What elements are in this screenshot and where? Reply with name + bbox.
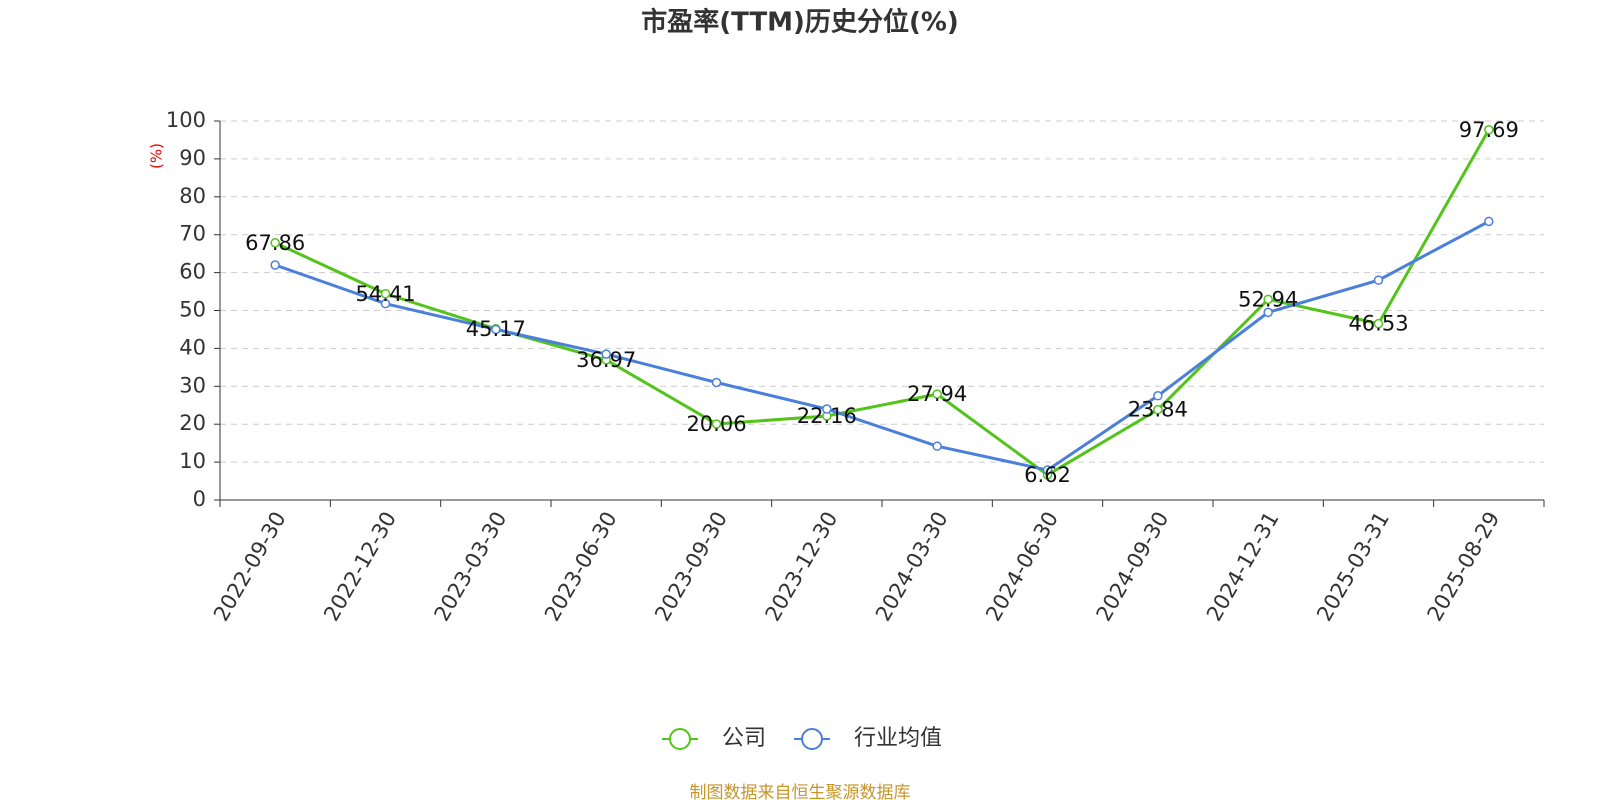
data-point bbox=[270, 260, 280, 270]
data-point bbox=[822, 404, 832, 414]
x-tick-label: 2024-12-31 bbox=[1202, 508, 1284, 626]
data-label: 36.97 bbox=[576, 348, 636, 372]
legend-item[interactable]: 公司 bbox=[662, 726, 766, 751]
series-line bbox=[274, 129, 1491, 477]
data-point bbox=[1263, 294, 1273, 305]
y-tick-label: 50 bbox=[179, 298, 206, 322]
data-point bbox=[1484, 125, 1494, 135]
legend-marker bbox=[669, 728, 691, 750]
data-point bbox=[711, 419, 722, 429]
y-tick-label: 10 bbox=[179, 449, 206, 473]
data-label: 52.94 bbox=[1238, 287, 1298, 311]
legend-item[interactable]: 行业均值 bbox=[794, 726, 942, 751]
data-label: 46.53 bbox=[1348, 312, 1408, 336]
data-point bbox=[711, 377, 722, 388]
chart-title: 市盈率(TTM)历史分位(%) bbox=[641, 7, 959, 38]
data-point bbox=[932, 389, 942, 399]
x-tick-label: 2022-09-30 bbox=[209, 508, 291, 626]
x-tick-label: 2022-12-30 bbox=[319, 508, 401, 626]
source-note: 制图数据来自恒生聚源数据库 bbox=[690, 783, 911, 800]
y-tick-label: 100 bbox=[166, 108, 206, 132]
data-point bbox=[601, 349, 611, 359]
x-tick-label: 2023-06-30 bbox=[540, 508, 622, 626]
data-point bbox=[1484, 216, 1494, 227]
data-point bbox=[380, 289, 391, 299]
x-tick-label: 2023-12-30 bbox=[761, 508, 843, 626]
data-point bbox=[1373, 318, 1384, 329]
y-tick-label: 90 bbox=[179, 146, 206, 170]
data-label: 67.86 bbox=[245, 231, 305, 255]
x-tick-label: 2023-09-30 bbox=[650, 508, 732, 626]
data-point bbox=[932, 441, 942, 451]
data-label: 45.17 bbox=[466, 317, 526, 341]
legend-label: 公司 bbox=[722, 726, 766, 751]
data-point bbox=[1153, 404, 1163, 415]
x-tick-label: 2025-08-29 bbox=[1423, 508, 1505, 626]
x-tick-label: 2024-03-30 bbox=[871, 508, 953, 626]
data-point bbox=[1042, 465, 1053, 475]
y-tick-label: 0 bbox=[193, 487, 206, 511]
data-label: 54.41 bbox=[355, 282, 415, 306]
y-axis-label: (%) bbox=[148, 143, 166, 169]
data-point bbox=[380, 298, 391, 309]
legend-label: 行业均值 bbox=[854, 726, 942, 751]
y-tick-label: 30 bbox=[179, 373, 206, 397]
data-point bbox=[1153, 391, 1163, 401]
data-label: 20.06 bbox=[686, 412, 746, 436]
y-tick-label: 60 bbox=[179, 260, 206, 284]
x-tick-label: 2024-06-30 bbox=[981, 508, 1063, 626]
y-tick-label: 70 bbox=[179, 222, 206, 246]
y-tick-label: 80 bbox=[179, 184, 206, 208]
y-tick-label: 40 bbox=[179, 335, 206, 359]
x-tick-label: 2025-03-31 bbox=[1312, 508, 1394, 626]
data-label: 23.84 bbox=[1128, 398, 1188, 422]
data-point bbox=[1373, 275, 1384, 285]
data-label: 6.62 bbox=[1024, 463, 1071, 487]
data-point bbox=[1263, 307, 1273, 318]
data-point bbox=[491, 324, 501, 335]
data-label: 97.69 bbox=[1459, 118, 1519, 142]
legend-marker bbox=[801, 728, 824, 750]
x-tick-label: 2023-03-30 bbox=[430, 508, 512, 626]
series-line bbox=[274, 220, 1490, 472]
data-point bbox=[270, 238, 280, 248]
x-tick-label: 2024-09-30 bbox=[1092, 508, 1174, 626]
data-label: 27.94 bbox=[907, 382, 967, 406]
data-label: 22.16 bbox=[797, 404, 857, 428]
y-tick-label: 20 bbox=[179, 411, 206, 435]
